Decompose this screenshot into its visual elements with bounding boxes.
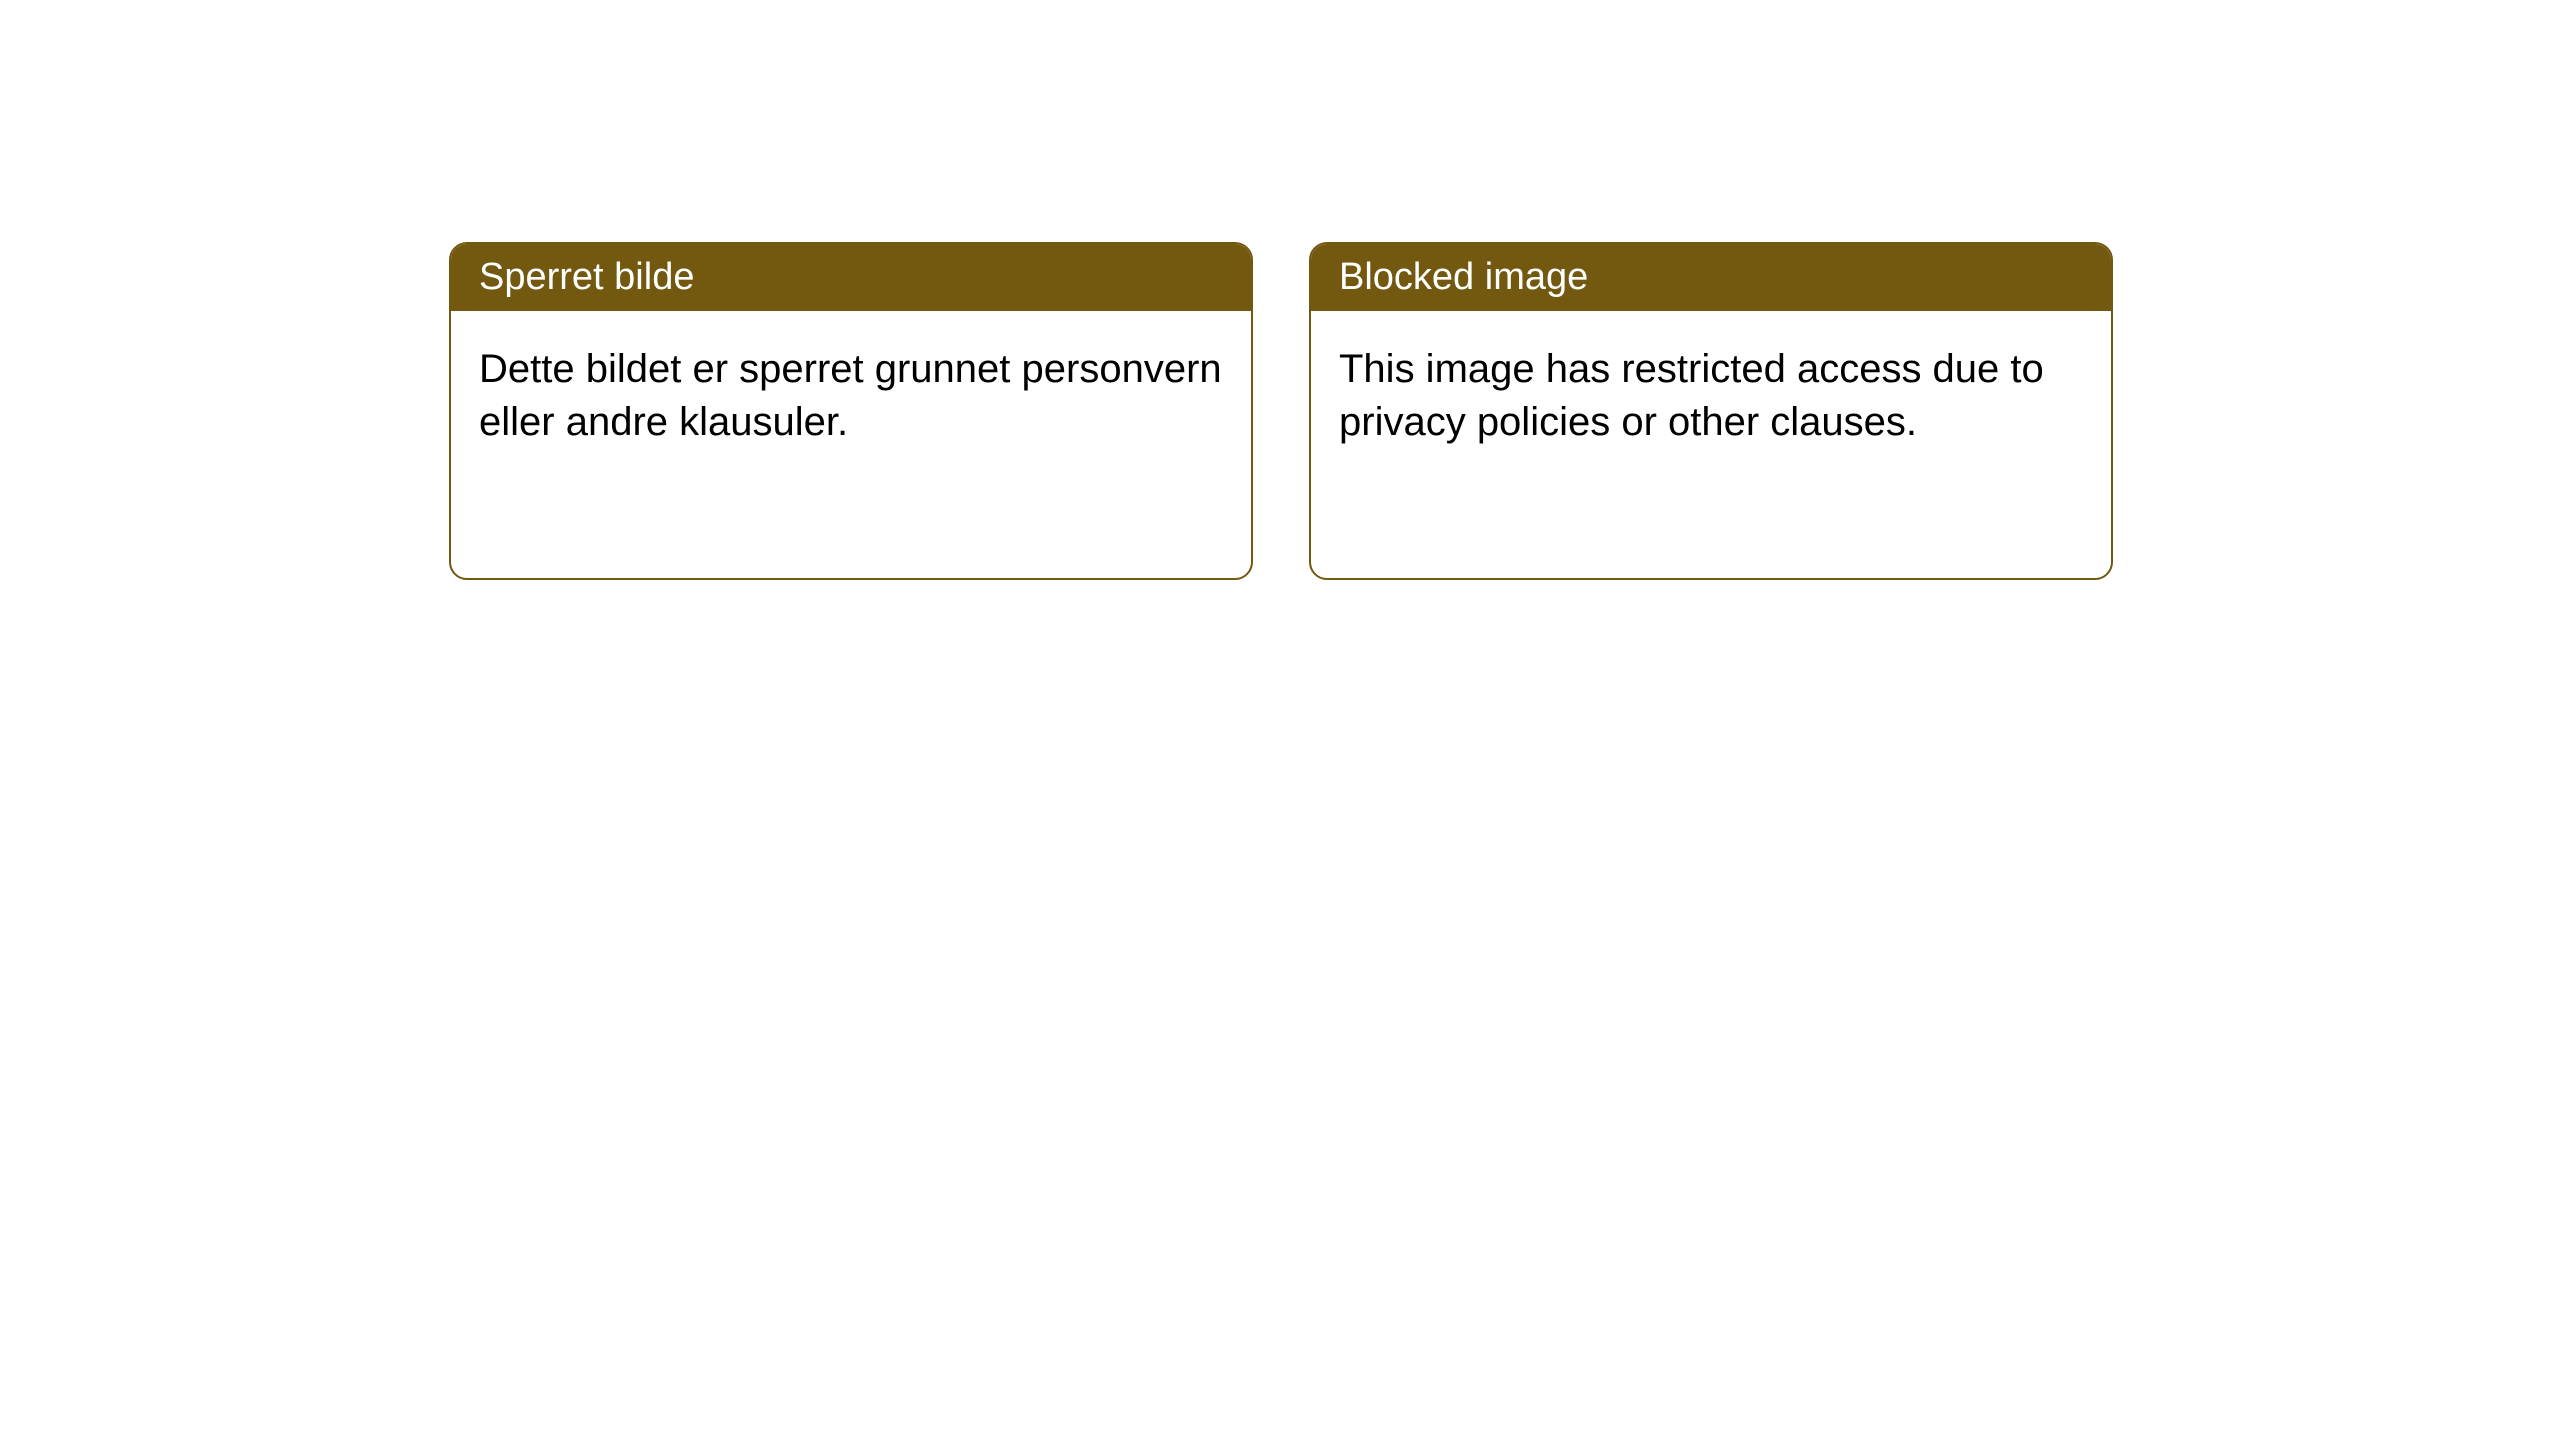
notice-body-norwegian: Dette bildet er sperret grunnet personve… <box>451 311 1251 497</box>
notice-card-english: Blocked image This image has restricted … <box>1309 242 2113 580</box>
notice-container: Sperret bilde Dette bildet er sperret gr… <box>449 242 2113 580</box>
notice-card-norwegian: Sperret bilde Dette bildet er sperret gr… <box>449 242 1253 580</box>
notice-body-english: This image has restricted access due to … <box>1311 311 2111 497</box>
notice-header-norwegian: Sperret bilde <box>451 244 1251 311</box>
notice-header-english: Blocked image <box>1311 244 2111 311</box>
